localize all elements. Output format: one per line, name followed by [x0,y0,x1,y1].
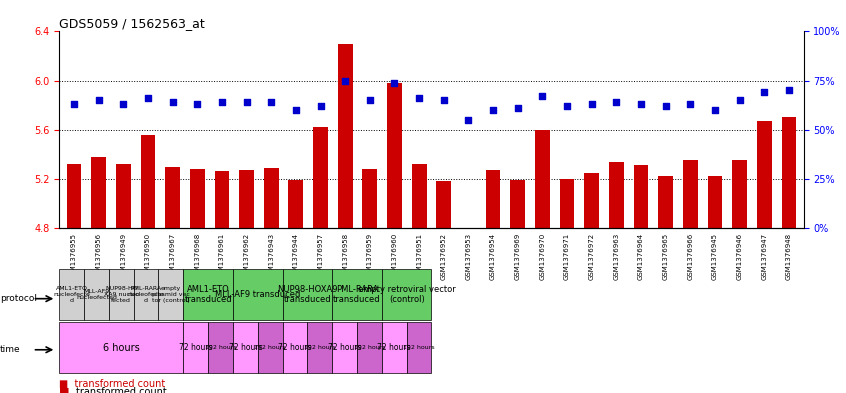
Text: MLL-AF9 transduced: MLL-AF9 transduced [215,290,300,299]
Text: AML1-ETO
transduced: AML1-ETO transduced [184,285,232,305]
Bar [190,169,205,393]
Bar [437,181,451,393]
Text: PML-RARA
transduced: PML-RARA transduced [333,285,381,305]
Text: 192 hours: 192 hours [205,345,236,350]
Bar [585,173,599,393]
Point [511,105,525,111]
Text: PML-RARA
nucleofecte
d: PML-RARA nucleofecte d [128,286,164,303]
Text: 72 hours: 72 hours [377,343,411,352]
Bar [215,171,229,393]
Bar [782,118,796,393]
Bar [658,176,673,393]
Point [239,99,253,105]
Point [289,107,303,113]
Bar [461,228,475,393]
Bar [116,164,131,393]
Text: 192 hours: 192 hours [404,345,435,350]
Bar [757,121,772,393]
Text: 192 hours: 192 hours [255,345,286,350]
Bar [683,160,698,393]
Point [486,107,500,113]
Point [437,97,451,103]
Text: AML1-ETO
nucleofecte
d: AML1-ETO nucleofecte d [53,286,90,303]
Bar [239,170,254,393]
Bar [609,162,624,393]
Bar [91,157,106,393]
Text: time: time [0,345,20,354]
Point [117,101,130,107]
Text: 72 hours: 72 hours [327,343,361,352]
Point [610,99,624,105]
Text: GDS5059 / 1562563_at: GDS5059 / 1562563_at [59,17,205,30]
Text: 192 hours: 192 hours [354,345,385,350]
Point [684,101,697,107]
Point [560,103,574,109]
Bar [732,160,747,393]
Point [733,97,746,103]
Text: empty
plasmid vec
tor (control): empty plasmid vec tor (control) [152,286,190,303]
Text: NUP98-HOXA9
transduced: NUP98-HOXA9 transduced [277,285,338,305]
Text: 192 hours: 192 hours [304,345,336,350]
Text: empty retroviral vector
(control): empty retroviral vector (control) [358,285,455,305]
Point [314,103,327,109]
Point [536,93,549,99]
Point [92,97,106,103]
Bar [140,134,156,393]
Point [659,103,673,109]
Point [215,99,228,105]
Bar [67,164,81,393]
Point [634,101,648,107]
Point [166,99,179,105]
Text: 72 hours: 72 hours [278,343,312,352]
Bar [707,176,722,393]
Bar [560,179,574,393]
Bar [387,83,402,393]
Bar [634,165,648,393]
Bar [264,168,278,393]
Bar [165,167,180,393]
Text: 72 hours: 72 hours [228,343,262,352]
Text: 6 hours: 6 hours [103,343,140,353]
Point [141,95,155,101]
Point [363,97,376,103]
Text: protocol: protocol [0,294,37,303]
Text: NUP98-HO
XA9 nucleo
fected: NUP98-HO XA9 nucleo fected [103,286,139,303]
Bar [486,170,501,393]
Point [462,117,475,123]
Point [265,99,278,105]
Text: MLL-AF9
nucleofected: MLL-AF9 nucleofected [76,289,117,300]
Bar [288,180,303,393]
Point [412,95,426,101]
Text: 72 hours: 72 hours [179,343,212,352]
Text: transformed count: transformed count [76,387,167,393]
Point [338,77,352,84]
Point [190,101,204,107]
Bar [535,130,550,393]
Point [387,79,401,86]
Point [757,89,771,95]
Point [67,101,80,107]
Bar [313,127,328,393]
Bar [510,180,525,393]
Point [783,87,796,94]
Bar [362,169,377,393]
Bar [412,164,426,393]
Text: ■: ■ [59,387,69,393]
Text: ■  transformed count: ■ transformed count [59,379,166,389]
Point [708,107,722,113]
Bar [338,44,353,393]
Point [585,101,598,107]
